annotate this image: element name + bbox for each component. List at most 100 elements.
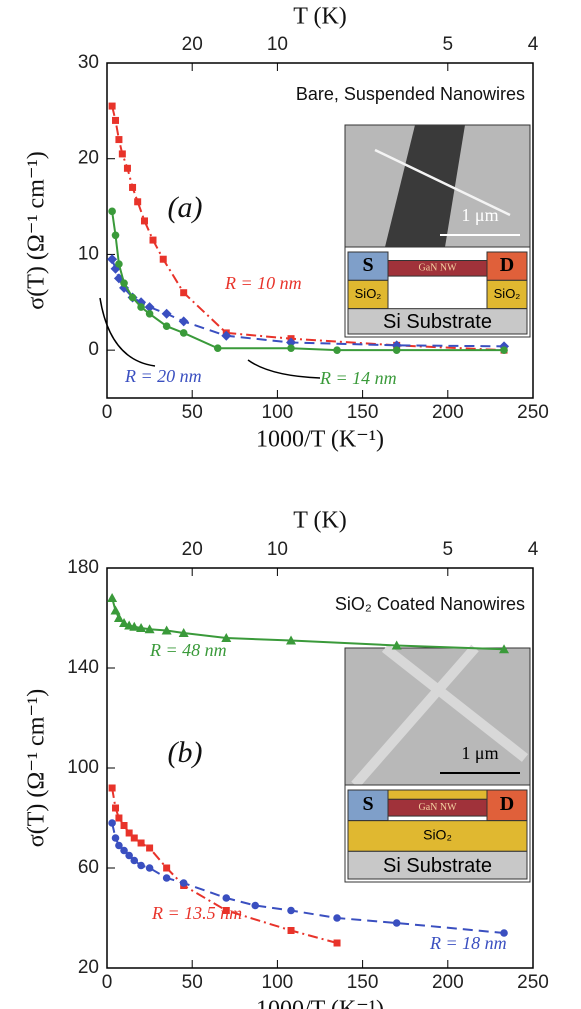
- drain: [486, 251, 528, 281]
- chart-title: Bare, Suspended Nanowires: [296, 84, 525, 104]
- x-tick-label: 250: [517, 972, 549, 993]
- x-tick-label: 100: [262, 402, 294, 423]
- marker: [333, 346, 341, 354]
- arrow: [247, 359, 321, 379]
- series-line: [111, 105, 505, 352]
- marker: [118, 150, 126, 158]
- y-tick-label: 100: [67, 757, 99, 778]
- marker: [137, 861, 145, 870]
- marker: [162, 874, 171, 882]
- marker: [286, 337, 297, 348]
- marker: [119, 618, 130, 627]
- marker: [129, 621, 140, 631]
- x-tick-label: 0: [102, 402, 113, 423]
- inset-trench: [385, 125, 465, 247]
- drain-label: D: [500, 254, 514, 276]
- marker: [222, 907, 230, 914]
- y-tick-label: 140: [67, 657, 99, 678]
- oxide-label: SiO₂: [355, 286, 382, 301]
- marker: [137, 303, 145, 311]
- y-axis-label: σ(T) (Ω⁻¹ cm⁻¹): [24, 689, 50, 847]
- marker: [111, 231, 120, 240]
- series-label: R = 14 nm: [319, 368, 397, 388]
- marker: [287, 344, 295, 353]
- marker: [112, 116, 120, 124]
- x2-axis-label: T (K): [293, 508, 347, 534]
- y-tick-label: 60: [78, 857, 99, 878]
- marker: [136, 623, 147, 632]
- marker: [149, 236, 157, 244]
- y-tick-label: 180: [67, 557, 99, 578]
- marker: [115, 841, 123, 850]
- marker: [499, 644, 510, 654]
- x2-tick-label: 5: [443, 34, 454, 55]
- marker: [134, 198, 142, 206]
- marker: [130, 834, 138, 842]
- marker: [392, 346, 401, 354]
- x-tick-label: 150: [347, 402, 379, 423]
- marker: [213, 344, 222, 353]
- inset-wire: [374, 148, 511, 217]
- marker: [115, 136, 123, 144]
- marker: [108, 207, 116, 216]
- x-tick-label: 50: [182, 402, 203, 423]
- marker: [107, 593, 118, 602]
- nanowire-label: GaN NW: [418, 802, 457, 813]
- series-label: R = 48 nm: [149, 640, 227, 660]
- nanowire: [387, 260, 488, 277]
- inset-wire: [381, 644, 529, 762]
- drain-label: D: [500, 793, 514, 815]
- x-axis-label: 1000/T (K⁻¹): [256, 997, 384, 1009]
- x-tick-label: 0: [102, 972, 113, 993]
- panel-label: (a): [168, 191, 203, 224]
- marker: [120, 822, 128, 829]
- marker: [221, 330, 232, 341]
- series-label: R = 10 nm: [224, 273, 302, 293]
- x-tick-label: 200: [432, 402, 464, 423]
- source: [347, 251, 389, 281]
- inset-wire: [351, 644, 479, 789]
- substrate-label: Si Substrate: [383, 311, 492, 333]
- x-axis-label: 1000/T (K⁻¹): [256, 427, 384, 453]
- substrate: [347, 308, 528, 335]
- plot-frame: [106, 62, 534, 399]
- marker: [287, 927, 295, 934]
- marker: [137, 839, 145, 847]
- x-tick-label: 150: [347, 972, 379, 993]
- y-tick-label: 20: [78, 957, 99, 978]
- marker: [333, 914, 341, 922]
- marker: [108, 102, 116, 110]
- marker: [221, 633, 232, 642]
- marker: [180, 289, 188, 297]
- y-tick-label: 30: [78, 52, 99, 73]
- x-tick-label: 100: [262, 972, 294, 993]
- marker: [179, 329, 188, 337]
- marker: [500, 929, 508, 937]
- marker: [111, 834, 120, 842]
- x2-tick-label: 4: [528, 34, 539, 55]
- source-label: S: [362, 793, 373, 815]
- marker: [178, 316, 189, 327]
- y-tick-label: 10: [78, 243, 99, 264]
- marker: [125, 851, 133, 860]
- marker: [140, 217, 148, 225]
- marker: [179, 879, 188, 887]
- marker: [251, 901, 260, 910]
- scale-bar-label: 1 μm: [461, 205, 498, 225]
- substrate: [347, 850, 528, 880]
- marker: [145, 864, 154, 872]
- x2-tick-label: 20: [182, 34, 203, 55]
- y-axis-label: σ(T) (Ω⁻¹ cm⁻¹): [24, 151, 50, 309]
- series-label: R = 20 nm: [124, 366, 202, 386]
- x2-tick-label: 4: [528, 539, 539, 560]
- marker: [113, 613, 124, 622]
- x-tick-label: 250: [517, 402, 549, 423]
- marker: [125, 829, 133, 837]
- marker: [108, 784, 116, 792]
- marker: [286, 635, 297, 645]
- marker: [161, 308, 172, 319]
- arrow: [99, 297, 156, 367]
- x2-tick-label: 20: [182, 539, 203, 560]
